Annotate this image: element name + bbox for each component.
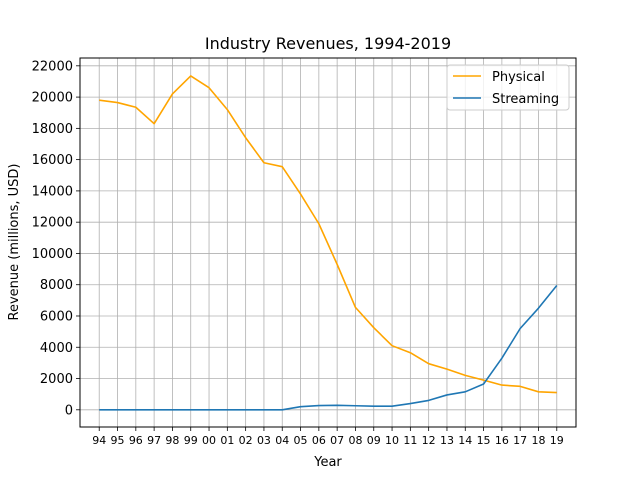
x-tick-label: 17 <box>513 434 527 447</box>
x-tick-label: 19 <box>550 434 564 447</box>
x-tick-label: 01 <box>220 434 234 447</box>
legend-label-physical: Physical <box>492 70 545 85</box>
legend: Physical Streaming <box>446 64 570 111</box>
x-tick-label: 05 <box>294 434 308 447</box>
y-tick-label: 4000 <box>40 341 73 356</box>
x-tick-label: 08 <box>348 434 362 447</box>
x-tick-label: 02 <box>239 434 253 447</box>
y-axis-label: Revenue (millions, USD) <box>7 163 22 320</box>
y-tick-label: 18000 <box>32 122 73 137</box>
x-tick-label: 94 <box>92 434 106 447</box>
y-tick-label: 6000 <box>40 309 73 324</box>
y-tick-label: 2000 <box>40 372 73 387</box>
x-tick-label: 04 <box>275 434 289 447</box>
y-tick-label: 16000 <box>32 153 73 168</box>
series-line-physical <box>99 75 557 394</box>
x-tick-label: 06 <box>312 434 326 447</box>
y-tick-label: 20000 <box>32 91 73 106</box>
series-line-streaming <box>99 284 558 411</box>
y-tick-label: 0 <box>65 403 73 418</box>
series-layer <box>99 75 558 411</box>
x-tick-label: 13 <box>440 434 454 447</box>
x-tick-label: 14 <box>458 434 472 447</box>
y-tick-label: 14000 <box>32 184 73 199</box>
y-axis: 0 2000 4000 6000 8000 10000 12000 14000 16000 180… <box>32 59 80 418</box>
x-tick-label: 11 <box>403 434 417 447</box>
chart-title: Industry Revenues, 1994-2019 <box>205 34 451 53</box>
x-tick-label: 09 <box>367 434 381 447</box>
x-tick-label: 98 <box>165 434 179 447</box>
y-tick-label: 10000 <box>32 247 73 262</box>
plot-area-frame <box>79 57 577 428</box>
x-tick-label: 15 <box>477 434 491 447</box>
grid <box>80 58 576 427</box>
x-tick-label: 97 <box>147 434 161 447</box>
x-tick-label: 16 <box>495 434 509 447</box>
x-tick-label: 99 <box>184 434 198 447</box>
x-tick-label: 10 <box>385 434 399 447</box>
x-axis-label: Year <box>313 455 342 470</box>
x-tick-label: 03 <box>257 434 271 447</box>
y-tick-label: 12000 <box>32 216 73 231</box>
y-tick-label: 22000 <box>32 59 73 74</box>
x-tick-label: 00 <box>202 434 216 447</box>
x-tick-label: 12 <box>422 434 436 447</box>
x-tick-label: 07 <box>330 434 344 447</box>
x-tick-label: 18 <box>531 434 545 447</box>
x-tick-label: 95 <box>111 434 125 447</box>
legend-label-streaming: Streaming <box>492 92 559 107</box>
y-tick-label: 8000 <box>40 278 73 293</box>
x-tick-label: 96 <box>129 434 143 447</box>
x-axis: 94 95 96 97 98 99 00 01 02 03 04 05 06 07 08 09 10 11 12 13… <box>92 427 564 447</box>
